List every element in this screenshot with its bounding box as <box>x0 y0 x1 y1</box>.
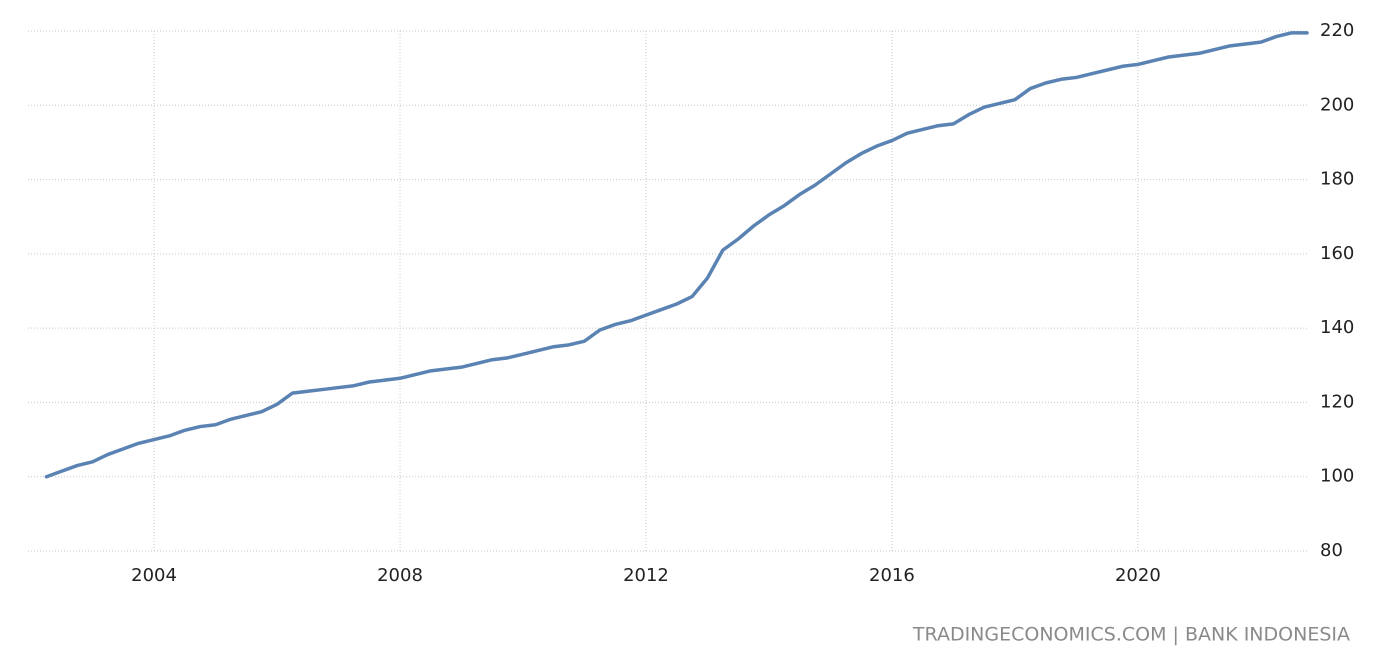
y-tick-label: 140 <box>1320 317 1354 338</box>
x-tick-label: 2012 <box>623 565 669 586</box>
y-tick-label: 80 <box>1320 540 1343 561</box>
x-tick-label: 2016 <box>869 565 915 586</box>
y-tick-label: 160 <box>1320 243 1354 264</box>
x-tick-label: 2008 <box>377 565 423 586</box>
y-tick-label: 120 <box>1320 391 1354 412</box>
data-line <box>44 31 1309 479</box>
x-tick-label: 2020 <box>1115 565 1161 586</box>
y-tick-label: 200 <box>1320 94 1354 115</box>
y-tick-label: 180 <box>1320 169 1354 190</box>
y-tick-label: 220 <box>1320 20 1354 41</box>
source: TRADINGECONOMICS.COM | BANK INDONESIA <box>912 624 1350 646</box>
y-tick-label: 100 <box>1320 466 1354 487</box>
x-tick-label: 2004 <box>131 565 177 586</box>
